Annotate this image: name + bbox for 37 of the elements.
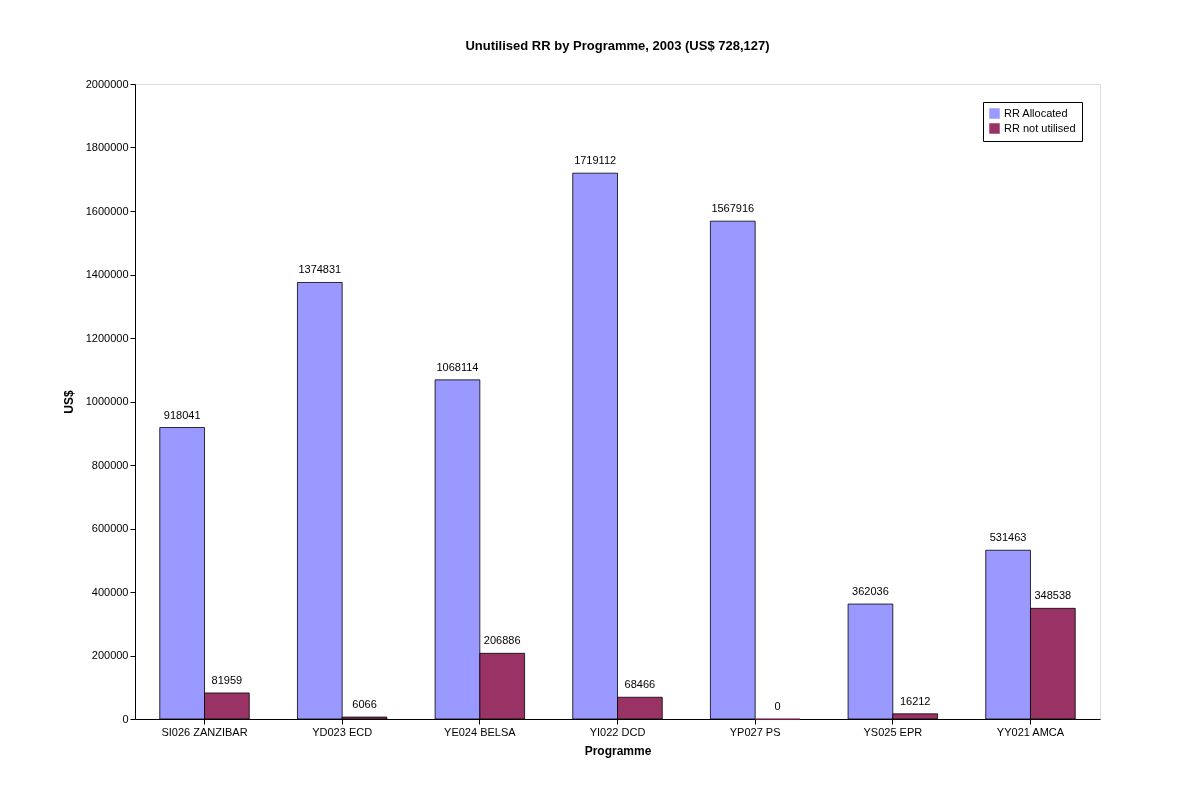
- y-tick-label: 1000000: [85, 395, 129, 407]
- y-tick-label: 1200000: [85, 331, 129, 344]
- legend-label: RR Allocated: [1004, 106, 1068, 119]
- y-tick-label: 400000: [91, 585, 129, 598]
- chart-title: Unutilised RR by Programme, 2003 (US$ 728,127): [465, 38, 770, 53]
- x-tick-label: YS025 EPR: [863, 725, 923, 738]
- data-label: 16212: [899, 694, 931, 707]
- y-tick-label: 600000: [91, 522, 129, 534]
- y-tick-label: 1600000: [85, 204, 129, 217]
- data-label: 0: [774, 700, 781, 712]
- x-tick-label: YP027 PS: [729, 725, 781, 738]
- data-label: 68466: [624, 678, 656, 691]
- y-axis-title: US$: [61, 390, 76, 414]
- y-tick-label: 1400000: [85, 268, 129, 280]
- data-label: 1068114: [436, 360, 479, 373]
- y-tick-label: 1800000: [85, 141, 129, 153]
- data-label: 362036: [852, 585, 889, 598]
- x-tick-label: SI026 ZANZIBAR: [161, 725, 248, 738]
- x-axis-title: Programme: [584, 743, 652, 758]
- x-tick-label: YY021 AMCA: [996, 725, 1065, 738]
- data-label: 1567916: [711, 202, 755, 215]
- data-label: 918041: [163, 408, 201, 421]
- x-tick-label: YE024 BELSA: [444, 725, 517, 738]
- data-label: 1374831: [298, 263, 342, 276]
- data-label: 348538: [1034, 589, 1072, 602]
- data-label: 531463: [989, 531, 1027, 544]
- y-tick-label: 200000: [91, 649, 129, 661]
- y-tick-label: 2000000: [85, 77, 129, 90]
- y-tick-label: 800000: [91, 458, 129, 471]
- legend-label: RR not utilised: [1004, 121, 1076, 134]
- x-tick-label: YD023 ECD: [312, 725, 373, 738]
- data-label: 6066: [352, 698, 377, 711]
- data-label: 81959: [211, 673, 243, 686]
- x-tick-label: YI022 DCD: [589, 725, 646, 738]
- y-tick-label: 0: [122, 712, 129, 725]
- data-label: 1719112: [574, 154, 617, 167]
- data-label: 206886: [483, 634, 521, 647]
